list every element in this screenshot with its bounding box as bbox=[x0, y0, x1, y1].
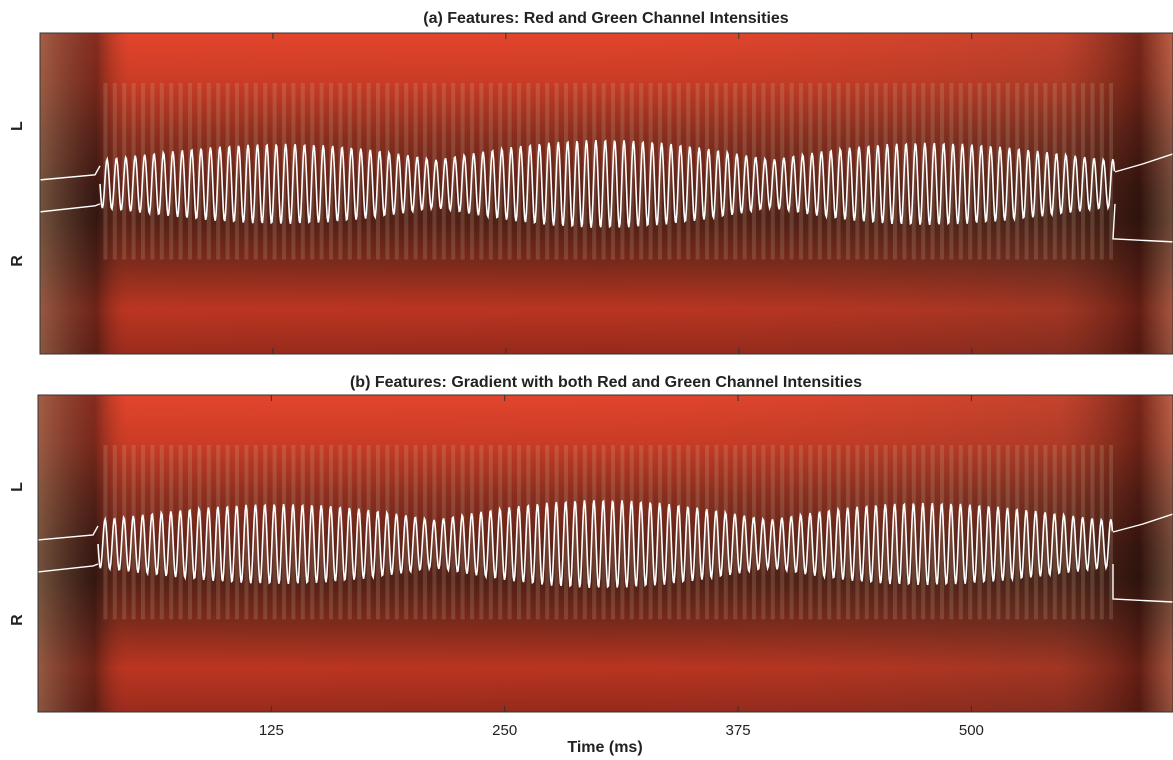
x-tick-label: 500 bbox=[959, 722, 984, 739]
x-axis-label: Time (ms) bbox=[567, 739, 642, 756]
y-axis-label: R bbox=[9, 255, 26, 267]
panel-title: (a) Features: Red and Green Channel Inte… bbox=[423, 10, 789, 27]
y-axis-label: L bbox=[9, 482, 26, 492]
trace bbox=[99, 139, 1116, 229]
trace-edge bbox=[39, 153, 1173, 243]
x-tick-label: 375 bbox=[726, 722, 751, 739]
y-axis-label: R bbox=[9, 614, 26, 626]
x-tick-label: 125 bbox=[259, 722, 284, 739]
panel-title: (b) Features: Gradient with both Red and… bbox=[350, 374, 862, 391]
panels bbox=[37, 32, 1173, 713]
y-axis-label: L bbox=[9, 121, 26, 131]
panel-frame bbox=[39, 32, 1173, 355]
x-tick-label: 250 bbox=[492, 722, 517, 739]
panel-frame bbox=[37, 394, 1173, 713]
trace bbox=[97, 499, 1114, 589]
trace-edge bbox=[37, 513, 1173, 603]
